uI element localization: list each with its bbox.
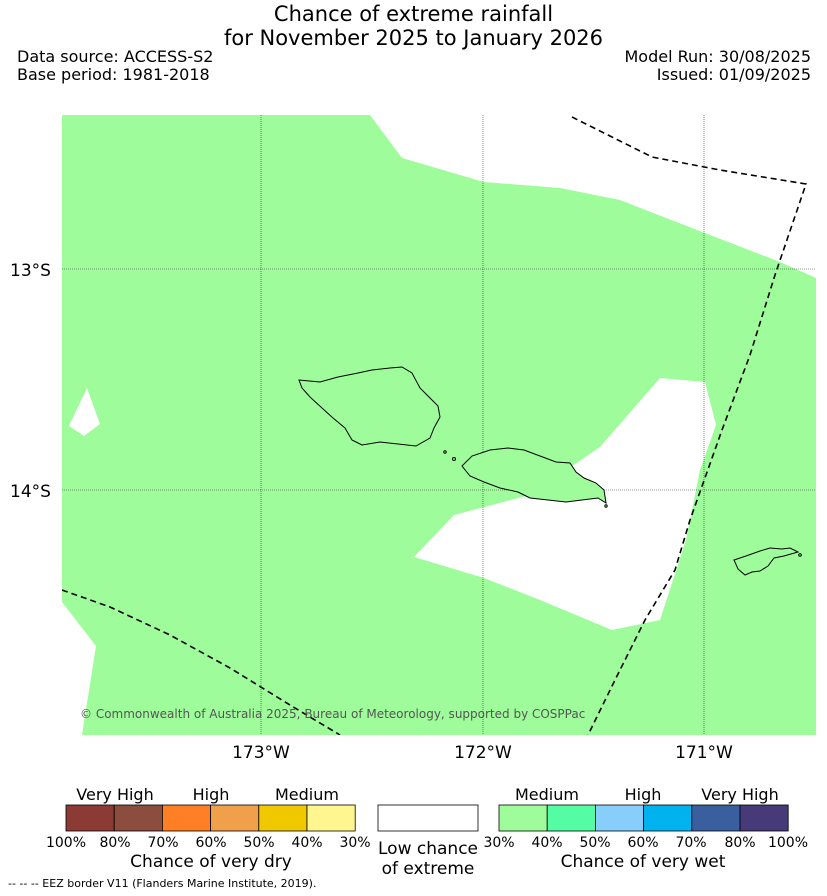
legend-wet-tick: 40% [531, 835, 562, 851]
title-line-2: for November 2025 to January 2026 [223, 26, 604, 50]
title-line-1: Chance of extreme rainfall [273, 2, 554, 26]
legend-wet-swatch [595, 804, 645, 832]
legend-dry-tick: 40% [291, 835, 322, 851]
map-title: Chance of extreme rainfall for November … [0, 2, 827, 50]
lon-label-171w: 171°W [675, 743, 733, 763]
lat-label-13s: 13°S [10, 261, 51, 281]
graticule [62, 115, 816, 735]
model-run: Model Run: 30/08/2025 [624, 47, 812, 66]
legend-wet-tick: 80% [724, 835, 755, 851]
base-period: Base period: 1981-2018 [17, 65, 210, 84]
savaii-island [298, 366, 441, 447]
islet [798, 553, 802, 557]
copyright-notice: © Commonwealth of Australia 2025, Bureau… [80, 707, 585, 721]
legend-wet-swatch [739, 804, 789, 832]
issued-date: Issued: 01/09/2025 [656, 65, 811, 84]
legend-dry-swatch [258, 804, 308, 832]
islet [443, 450, 447, 454]
legend-wet-title: Chance of very wet [561, 852, 726, 872]
data-source: Data source: ACCESS-S2 [17, 47, 214, 66]
legend-wet-swatch [498, 804, 548, 832]
islet [604, 504, 608, 508]
tutuila-island [733, 547, 800, 576]
islet [452, 457, 456, 461]
medium-wet-region [62, 115, 816, 735]
legend-wet-header-very-high: Very High [701, 785, 778, 804]
legend-low-title-2: of extreme [382, 859, 475, 879]
legend-dry-tick: 80% [99, 835, 130, 851]
legend-low-title-1: Low chance [378, 839, 478, 859]
legend-low: Low chance of extreme [377, 804, 479, 879]
legend-wet-swatch [691, 804, 741, 832]
legend-dry-swatch [65, 804, 115, 832]
islands [298, 366, 802, 576]
legend-wet-swatch [546, 804, 596, 832]
legend-dry-header-very-high: Very High [76, 785, 153, 804]
legend-dry-swatch [161, 804, 211, 832]
lat-label-14s: 14°S [10, 482, 51, 502]
legend-wet-header-high: High [625, 785, 662, 804]
legend-dry-tick: 70% [147, 835, 178, 851]
legend-dry-header-high: High [193, 785, 230, 804]
legend-wet-tick: 70% [675, 835, 706, 851]
legend-dry: Very High High Medium 100% 80% 70% 60% 5… [46, 785, 371, 872]
low-chance-patch-west [69, 388, 100, 436]
legend-dry-swatch [113, 804, 163, 832]
eez-border [62, 116, 808, 735]
lon-label-173w: 173°W [232, 743, 290, 763]
legend-dry-header-medium: Medium [275, 785, 339, 804]
legend-wet-header-medium: Medium [515, 785, 579, 804]
legend-dry-tick: 60% [195, 835, 226, 851]
legend-wet-tick: 60% [627, 835, 658, 851]
legend-dry-tick: 30% [339, 835, 370, 851]
eez-note: -- -- -- EEZ border V11 (Flanders Marine… [8, 877, 317, 890]
lon-label-172w: 172°W [454, 743, 512, 763]
legend-dry-title: Chance of very dry [130, 852, 292, 872]
legend-wet-tick: 100% [768, 835, 808, 851]
legend-dry-tick: 50% [243, 835, 274, 851]
upolu-island [461, 447, 607, 505]
legend-dry-tick: 100% [46, 835, 86, 851]
legend-wet-swatch [643, 804, 693, 832]
legend-dry-swatch [306, 804, 356, 832]
legend-wet: Medium High Very High 30% 40% 50% 60% 70… [483, 785, 808, 872]
legend-wet-tick: 50% [579, 835, 610, 851]
low-chance-patch-southwest [62, 590, 96, 735]
legend-low-swatch [377, 804, 479, 832]
legend-dry-swatch [210, 804, 260, 832]
legend-wet-tick: 30% [483, 835, 514, 851]
